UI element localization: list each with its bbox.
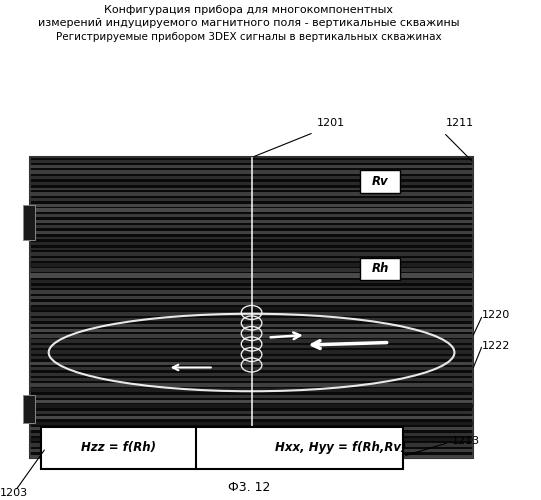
Text: Hzz = f(Rh): Hzz = f(Rh) (81, 441, 156, 454)
Text: 1211: 1211 (446, 118, 474, 128)
Bar (30, 411, 473, 414)
Text: Регистрируемые прибором 3DEX сигналы в вертикальных скважинах: Регистрируемые прибором 3DEX сигналы в в… (56, 32, 441, 42)
Bar (30, 236, 473, 240)
Bar (30, 268, 473, 272)
Bar (30, 248, 473, 250)
Bar (30, 388, 473, 392)
Bar (30, 404, 473, 408)
Text: измерений индуцируемого магнитного поля - вертикальные скважины: измерений индуцируемого магнитного поля … (38, 18, 460, 28)
Text: Ф3. 12: Ф3. 12 (228, 481, 270, 494)
Text: Конфигурация прибора для многокомпонентных: Конфигурация прибора для многокомпонентн… (104, 5, 393, 15)
Bar (30, 263, 473, 266)
Bar (30, 384, 473, 386)
Bar (360, 170, 400, 192)
Bar (30, 378, 473, 381)
Bar (30, 373, 473, 376)
Bar (23, 395, 35, 422)
Text: 1213: 1213 (452, 436, 480, 446)
Bar (30, 204, 473, 206)
Bar (30, 192, 473, 196)
Text: 1203: 1203 (0, 488, 28, 498)
Bar (30, 312, 473, 316)
Bar (30, 367, 473, 370)
Bar (30, 400, 473, 403)
Bar (30, 252, 473, 256)
Bar (30, 455, 473, 458)
Bar (30, 329, 473, 332)
Text: Hxx, Hyy = f(Rh,Rv): Hxx, Hyy = f(Rh,Rv) (275, 441, 406, 454)
Bar (30, 416, 473, 420)
Bar (30, 307, 473, 310)
Bar (30, 214, 473, 218)
Bar (30, 438, 473, 441)
Bar (30, 158, 473, 458)
Bar (30, 198, 473, 201)
Bar (41, 426, 403, 469)
Bar (30, 350, 473, 354)
Bar (30, 224, 473, 228)
Bar (30, 230, 473, 234)
Bar (30, 433, 473, 436)
Bar (30, 170, 473, 174)
Bar (30, 426, 473, 430)
Bar (30, 442, 473, 446)
Text: Rv: Rv (372, 175, 388, 188)
Bar (30, 324, 473, 326)
Bar (30, 160, 473, 163)
Bar (30, 258, 473, 261)
Bar (30, 290, 473, 294)
Bar (30, 182, 473, 185)
Bar (30, 362, 473, 365)
Bar (30, 394, 473, 398)
Bar (30, 164, 473, 168)
Bar (30, 188, 473, 190)
Text: 1222: 1222 (481, 341, 510, 351)
Bar (30, 334, 473, 338)
Bar (30, 296, 473, 300)
Bar (30, 318, 473, 321)
Bar (30, 208, 473, 212)
Bar (23, 205, 35, 240)
Text: Rh: Rh (371, 262, 389, 275)
Bar (30, 356, 473, 360)
Bar (30, 340, 473, 343)
Bar (30, 286, 473, 288)
Bar (360, 258, 400, 280)
Bar (30, 242, 473, 245)
Bar (30, 345, 473, 348)
Text: 1201: 1201 (316, 118, 345, 128)
Bar (30, 274, 473, 278)
Bar (30, 422, 473, 425)
Bar (30, 220, 473, 223)
Bar (30, 280, 473, 283)
Bar (30, 449, 473, 452)
Bar (30, 176, 473, 180)
Text: 1220: 1220 (481, 310, 510, 320)
Bar (30, 302, 473, 305)
